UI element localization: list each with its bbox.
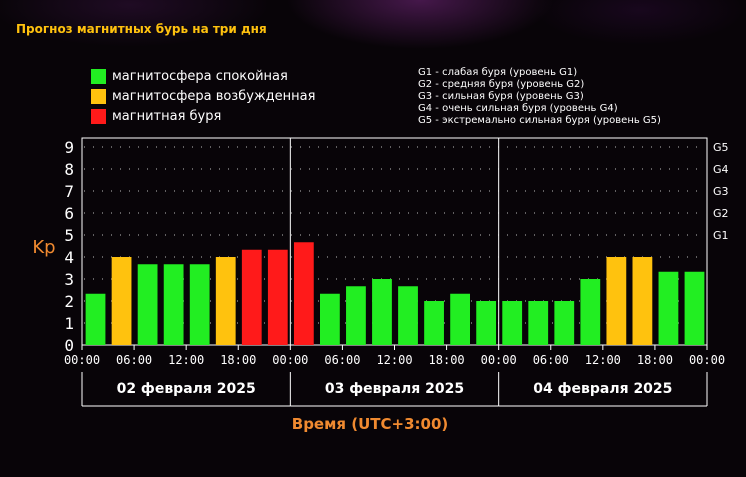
- bar-13: [424, 301, 444, 345]
- storm-level-legend: G1 - слабая буря (уровень G1) G2 - средн…: [418, 67, 661, 127]
- legend-swatch-storm: [91, 108, 106, 124]
- y-tick-label-7: 7: [64, 182, 74, 201]
- bar-8: [293, 242, 314, 345]
- bar-23: [684, 271, 705, 345]
- bar-12: [398, 286, 418, 345]
- bar-15: [476, 301, 497, 345]
- bar-6: [241, 249, 262, 345]
- x-tick-label-0: 00:00: [64, 353, 100, 367]
- y-tick-label-0: 0: [64, 336, 74, 355]
- x-tick-label-7: 18:00: [429, 353, 465, 367]
- x-tick-label-5: 06:00: [324, 353, 360, 367]
- bar-14: [450, 293, 470, 345]
- y-tick-label-9: 9: [64, 138, 74, 157]
- y-axis-label: Kp: [32, 237, 55, 258]
- day-label-1: 03 февраля 2025: [325, 381, 464, 397]
- bar-11: [372, 279, 392, 345]
- bar-21: [632, 257, 653, 345]
- x-tick-label-12: 00:00: [689, 353, 725, 367]
- bar-20: [606, 257, 627, 345]
- x-tick-label-9: 06:00: [533, 353, 569, 367]
- bar-2: [137, 264, 158, 345]
- legend-item-excited: магнитосфера возбужденная: [91, 86, 315, 106]
- bar-7: [267, 249, 288, 345]
- bar-1: [111, 257, 132, 345]
- color-legend: магнитосфера спокойная магнитосфера возб…: [91, 66, 315, 126]
- bar-18: [554, 301, 575, 345]
- bar-3: [163, 264, 184, 345]
- legend-item-storm: магнитная буря: [91, 106, 315, 126]
- x-tick-label-3: 18:00: [220, 353, 256, 367]
- storm-level-g2: G2 - средняя буря (уровень G2): [418, 79, 585, 90]
- x-tick-label-11: 18:00: [637, 353, 673, 367]
- g-level-g5: G5: [713, 141, 729, 154]
- x-tick-label-4: 00:00: [272, 353, 308, 367]
- storm-level-g5: G5 - экстремально сильная буря (уровень …: [418, 115, 661, 126]
- y-tick-label-3: 3: [64, 270, 74, 289]
- x-tick-label-6: 12:00: [376, 353, 412, 367]
- bar-17: [528, 301, 549, 345]
- bar-16: [502, 301, 523, 345]
- y-tick-label-6: 6: [64, 204, 74, 223]
- background-glow: [0, 0, 746, 70]
- x-axis-label: Время (UTC+3:00): [292, 415, 448, 433]
- day-label-2: 04 февраля 2025: [533, 381, 672, 397]
- bar-5: [215, 257, 236, 345]
- y-tick-label-4: 4: [64, 248, 74, 267]
- bar-22: [658, 271, 679, 345]
- g-level-g1: G1: [713, 229, 729, 242]
- legend-swatch-excited: [91, 88, 106, 104]
- x-tick-label-1: 06:00: [116, 353, 152, 367]
- x-tick-label-10: 12:00: [585, 353, 621, 367]
- storm-level-g4: G4 - очень сильная буря (уровень G4): [418, 103, 618, 114]
- bar-4: [189, 264, 210, 345]
- legend-label-excited: магнитосфера возбужденная: [112, 88, 316, 104]
- bar-10: [346, 286, 366, 345]
- bar-0: [85, 293, 106, 345]
- bar-19: [580, 279, 601, 345]
- g-level-g3: G3: [713, 185, 729, 198]
- x-tick-label-8: 00:00: [481, 353, 517, 367]
- g-level-g4: G4: [713, 163, 729, 176]
- y-tick-label-1: 1: [64, 314, 74, 333]
- day-label-0: 02 февраля 2025: [117, 381, 256, 397]
- g-level-g2: G2: [713, 207, 729, 220]
- storm-level-g1: G1 - слабая буря (уровень G1): [418, 67, 578, 78]
- legend-label-storm: магнитная буря: [112, 108, 222, 124]
- legend-swatch-calm: [91, 68, 106, 84]
- bar-9: [320, 293, 340, 345]
- legend-item-calm: магнитосфера спокойная: [91, 66, 315, 86]
- y-tick-label-8: 8: [64, 160, 74, 179]
- x-tick-label-2: 12:00: [168, 353, 204, 367]
- storm-level-g3: G3 - сильная буря (уровень G3): [418, 91, 584, 102]
- legend-label-calm: магнитосфера спокойная: [112, 68, 288, 84]
- y-tick-label-2: 2: [64, 292, 74, 311]
- y-tick-label-5: 5: [64, 226, 74, 245]
- page-title: Прогноз магнитных бурь на три дня: [16, 22, 267, 36]
